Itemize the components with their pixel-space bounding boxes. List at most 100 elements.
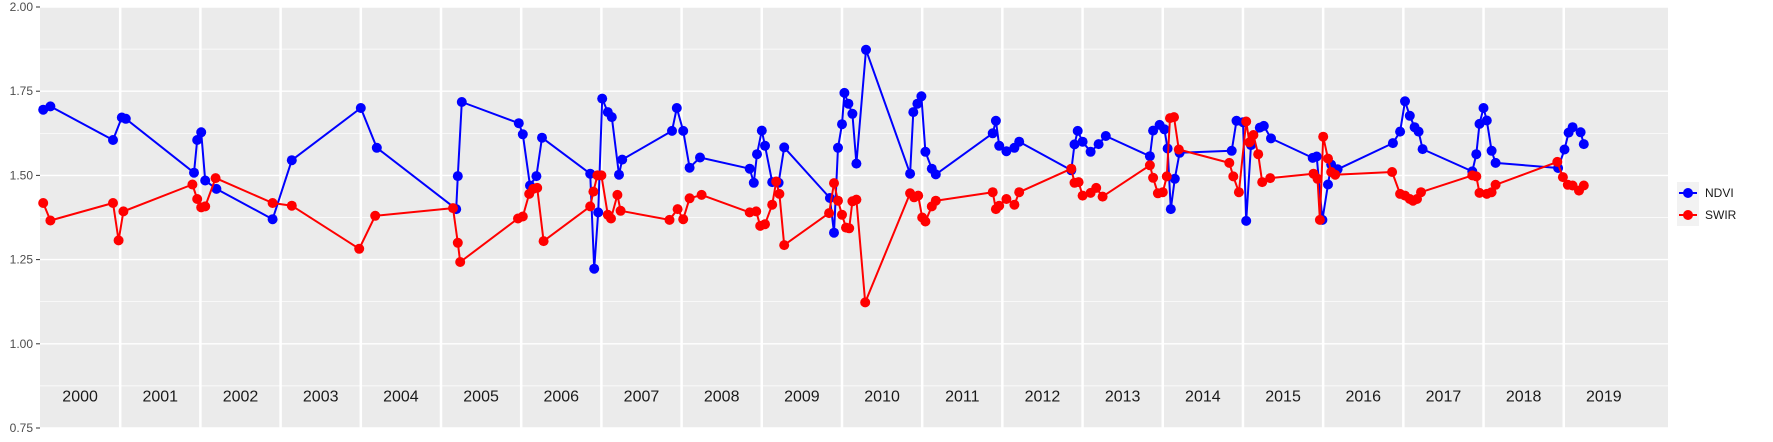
data-point-swir (1009, 199, 1020, 210)
data-point-ndvi (1148, 125, 1159, 136)
data-point-ndvi (597, 93, 608, 104)
data-point-ndvi (1159, 124, 1170, 135)
year-label: 2005 (463, 389, 499, 406)
data-point-ndvi (614, 169, 624, 180)
data-point-swir (829, 178, 839, 189)
year-label: 2016 (1345, 389, 1381, 406)
data-point-ndvi (1226, 145, 1237, 156)
data-point-swir (664, 214, 675, 225)
data-point-ndvi (1258, 120, 1269, 131)
data-point-ndvi (108, 135, 118, 145)
data-point-ndvi (531, 171, 542, 182)
data-point-swir (1253, 149, 1264, 160)
data-point-swir (1228, 171, 1239, 182)
data-point-ndvi (1323, 179, 1333, 190)
year-label: 2013 (1105, 389, 1141, 406)
y-tick-label: 1.00 (10, 337, 34, 351)
data-point-ndvi (920, 146, 931, 157)
year-label: 2019 (1586, 389, 1622, 406)
data-point-ndvi (1559, 144, 1570, 155)
data-point-ndvi (1311, 151, 1322, 162)
data-point-ndvi (752, 149, 762, 160)
legend-item-swir: SWIR (1677, 204, 1737, 226)
data-point-swir (767, 199, 778, 210)
data-point-swir (538, 236, 549, 247)
data-point-swir (987, 187, 998, 198)
data-point-swir (612, 189, 623, 200)
data-point-swir (684, 193, 695, 204)
year-label: 2002 (223, 389, 259, 406)
legend-label: SWIR (1705, 208, 1737, 222)
data-point-swir (844, 223, 855, 234)
data-point-swir (1091, 182, 1102, 193)
data-point-swir (1233, 187, 1244, 198)
data-point-swir (532, 182, 543, 193)
legend: NDVI SWIR (1677, 182, 1737, 226)
data-point-swir (994, 200, 1005, 211)
data-point-ndvi (839, 87, 850, 98)
data-point-swir (771, 176, 782, 187)
data-point-swir (774, 188, 785, 199)
data-point-swir (760, 219, 770, 230)
y-tick-label: 1.25 (10, 253, 34, 267)
data-point-ndvi (286, 155, 297, 166)
data-point-swir (1474, 187, 1485, 198)
data-point-ndvi (847, 108, 858, 119)
data-point-swir (1314, 214, 1325, 225)
data-point-swir (1144, 160, 1155, 171)
data-point-ndvi (667, 125, 677, 136)
data-point-swir (1578, 180, 1589, 191)
data-point-ndvi (45, 101, 56, 112)
data-point-swir (38, 198, 49, 208)
data-point-swir (192, 194, 203, 204)
data-point-ndvi (1069, 139, 1080, 150)
data-point-swir (113, 235, 124, 246)
data-point-ndvi (851, 158, 862, 169)
data-point-ndvi (1014, 136, 1025, 147)
data-point-swir (1486, 187, 1497, 198)
data-point-swir (118, 206, 129, 217)
data-point-ndvi (930, 169, 941, 180)
data-point-ndvi (837, 119, 847, 130)
year-label: 2011 (945, 389, 980, 406)
data-point-ndvi (1481, 115, 1492, 126)
year-label: 2010 (864, 389, 900, 406)
major-gridlines (40, 6, 1668, 429)
data-point-ndvi (1169, 173, 1180, 184)
data-point-swir (606, 213, 616, 224)
data-point-ndvi (1072, 125, 1083, 136)
data-point-ndvi (916, 91, 927, 102)
data-point-swir (1241, 116, 1252, 127)
data-point-swir (751, 206, 762, 217)
data-point-swir (1557, 172, 1568, 183)
data-point-ndvi (267, 214, 278, 225)
data-point-swir (1001, 194, 1012, 204)
data-point-swir (1416, 187, 1426, 198)
year-label: 2008 (704, 389, 740, 406)
data-point-ndvi (1266, 133, 1276, 144)
data-point-ndvi (829, 227, 839, 238)
data-point-ndvi (756, 125, 767, 136)
data-point-ndvi (355, 103, 366, 113)
data-point-swir (187, 179, 198, 190)
data-point-swir (1552, 156, 1563, 167)
year-label: 2015 (1265, 389, 1301, 406)
data-point-ndvi (537, 132, 547, 143)
data-point-swir (672, 204, 683, 215)
data-point-swir (1066, 163, 1077, 174)
data-point-ndvi (744, 163, 755, 174)
data-point-swir (286, 200, 297, 211)
data-point-ndvi (593, 207, 604, 218)
year-label: 2003 (303, 389, 339, 406)
year-labels: 2000 2001 2002 2003 2004 2005 2006 2007 2008 2009… (62, 389, 1621, 406)
data-point-swir (696, 189, 707, 200)
data-point-swir (1169, 112, 1179, 123)
data-point-ndvi (1575, 127, 1586, 138)
data-point-swir (851, 194, 862, 205)
data-point-ndvi (678, 125, 689, 136)
data-point-ndvi (987, 128, 998, 139)
data-point-swir (1097, 191, 1108, 202)
data-point-swir (1224, 157, 1235, 168)
legend-key-point (1683, 210, 1693, 220)
